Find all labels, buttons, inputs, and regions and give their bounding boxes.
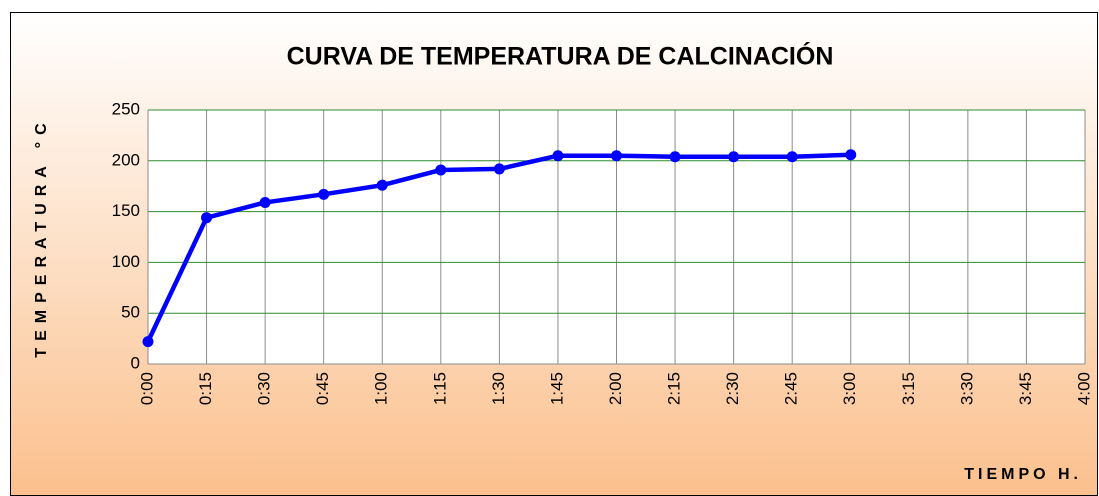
x-tick-label: 0:45 xyxy=(313,372,332,405)
x-tick-label: 3:30 xyxy=(957,372,976,405)
data-point xyxy=(728,151,740,163)
data-point xyxy=(845,149,857,161)
y-tick-label: 250 xyxy=(112,99,140,118)
x-tick-label: 1:15 xyxy=(430,372,449,405)
chart-title: CURVA DE TEMPERATURA DE CALCINACIÓN xyxy=(287,41,834,71)
x-tick-label: 1:00 xyxy=(372,372,391,405)
data-point xyxy=(552,150,564,162)
data-point xyxy=(259,196,271,208)
x-axis-label: TIEMPO H. xyxy=(964,466,1082,483)
x-tick-label: 2:30 xyxy=(723,372,742,405)
y-tick-label: 200 xyxy=(112,150,140,169)
x-tick-label: 0:30 xyxy=(255,372,274,405)
data-point xyxy=(435,164,447,176)
data-point xyxy=(669,151,681,163)
x-tick-label: 0:15 xyxy=(196,372,215,405)
x-tick-label: 3:00 xyxy=(840,372,859,405)
y-tick-label: 150 xyxy=(112,201,140,220)
x-tick-label: 3:45 xyxy=(1016,372,1035,405)
data-point xyxy=(376,179,388,191)
y-axis-label: TEMPERATURA °C xyxy=(33,116,50,357)
y-tick-label: 100 xyxy=(112,252,140,271)
data-point xyxy=(786,151,798,163)
x-tick-label: 2:45 xyxy=(782,372,801,405)
x-tick-label: 0:00 xyxy=(137,372,156,405)
x-tick-label: 1:30 xyxy=(489,372,508,405)
x-tick-label: 4:00 xyxy=(1074,372,1093,405)
x-tick-label: 2:15 xyxy=(665,372,684,405)
x-tick-label: 2:00 xyxy=(606,372,625,405)
x-tick-label: 1:45 xyxy=(547,372,566,405)
data-point xyxy=(611,150,622,162)
data-point xyxy=(493,163,505,175)
y-tick-label: 0 xyxy=(131,353,140,372)
y-tick-label: 50 xyxy=(121,303,140,322)
x-tick-label: 3:15 xyxy=(899,372,918,405)
data-point xyxy=(318,188,330,200)
data-point xyxy=(201,212,213,224)
data-point xyxy=(142,336,154,348)
